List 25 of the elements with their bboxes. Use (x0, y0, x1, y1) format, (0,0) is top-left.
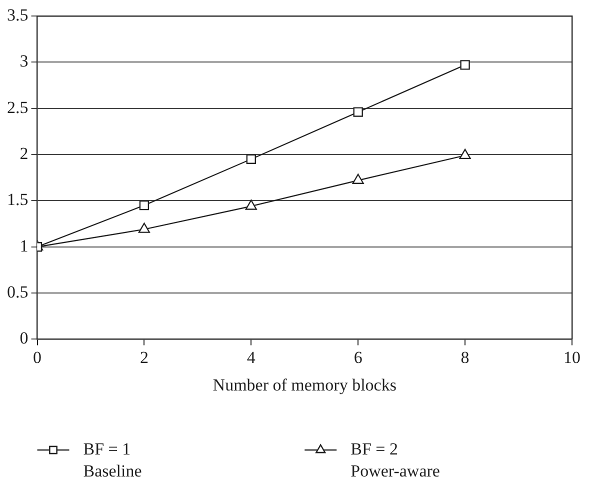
x-tick-label: 0 (33, 348, 42, 367)
y-tick-label: 0.5 (7, 282, 28, 302)
y-tick-label: 3.5 (7, 5, 28, 24)
legend-label: BF = 2 Power-aware (350, 439, 440, 480)
x-tick-label: 2 (140, 348, 148, 367)
point (246, 154, 256, 164)
x-tick-label: 4 (246, 348, 256, 367)
point (138, 222, 150, 233)
y-tick-label: 2 (20, 144, 28, 163)
y-tick-label: 0 (20, 328, 28, 348)
y-tick-label: 2.5 (7, 98, 28, 117)
x-tick-label: 8 (460, 348, 470, 367)
point (352, 174, 364, 184)
point (459, 148, 471, 160)
point (460, 60, 470, 70)
y-tick-label: 1.5 (7, 190, 28, 210)
point (353, 107, 363, 117)
x-axis-title: Number of memory blocks (212, 375, 396, 394)
legend-label: BF = 1 Baseline (83, 439, 142, 480)
y-tick-label: 1 (20, 236, 28, 256)
x-tick-label: 10 (564, 348, 580, 367)
y-tick-label: 3 (20, 52, 28, 71)
point (139, 200, 150, 210)
point (245, 200, 257, 210)
x-tick-label: 6 (354, 348, 362, 367)
